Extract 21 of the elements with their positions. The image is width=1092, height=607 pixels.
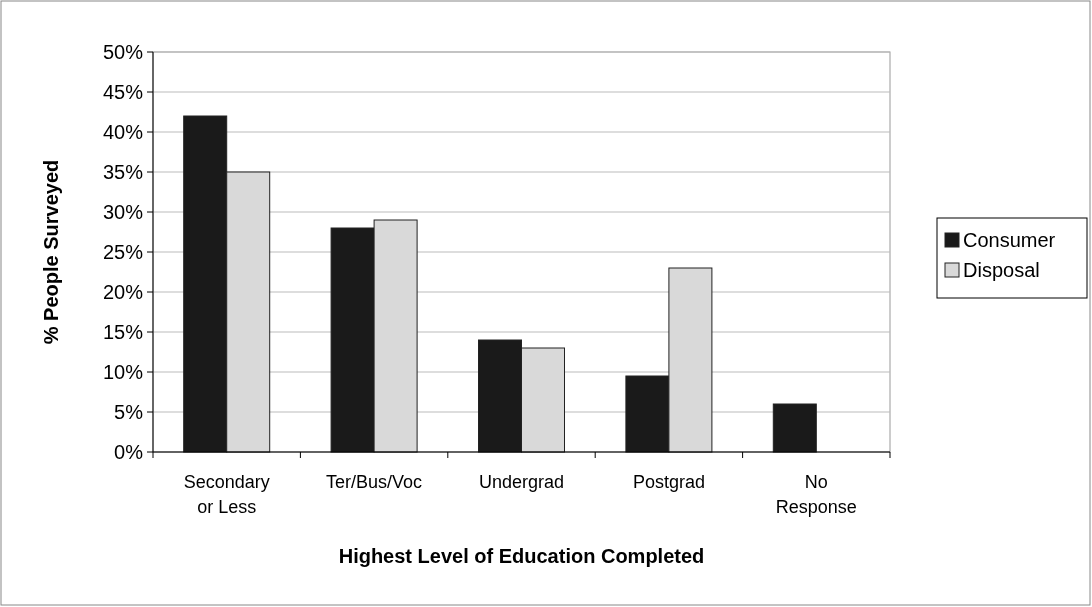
legend-label: Consumer [963, 229, 1056, 251]
y-tick-label: 15% [102, 321, 144, 343]
x-axis-title: Highest Level of Education Completed [338, 545, 705, 567]
y-tick-label: 0% [114, 441, 144, 463]
legend-label: Disposal [963, 259, 1040, 281]
x-tick-label: Undergrad [478, 472, 565, 492]
x-tick-label: Secondary or Less [183, 472, 270, 517]
y-tick-label: 40% [102, 121, 144, 143]
x-tick-label: Ter/Bus/Voc [326, 472, 423, 492]
y-tick-label: 35% [102, 161, 144, 183]
y-tick-label: 10% [102, 361, 144, 383]
x-tick-label: No Response [775, 472, 857, 517]
y-tick-label: 45% [102, 81, 144, 103]
y-tick-label: 25% [102, 241, 144, 263]
bar [772, 403, 817, 453]
x-tick-label: Postgrad [632, 472, 705, 492]
y-tick-label: 30% [102, 201, 144, 223]
y-tick-label: 5% [114, 401, 144, 423]
y-axis-title: % People Surveyed [40, 159, 62, 345]
y-tick-label: 50% [102, 41, 144, 63]
y-tick-label: 20% [102, 281, 144, 303]
